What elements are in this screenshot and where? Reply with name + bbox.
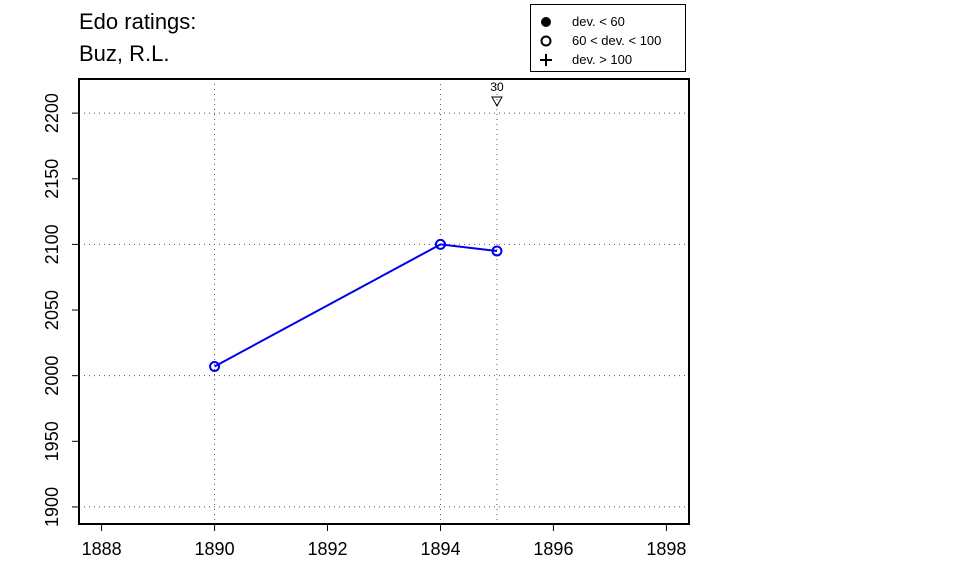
x-tick-label: 1892 xyxy=(307,539,347,559)
y-tick-label: 2000 xyxy=(42,356,62,396)
y-tick-label: 1950 xyxy=(42,421,62,461)
legend-item-dev-gt-100: dev. > 100 xyxy=(531,51,685,69)
series xyxy=(209,238,503,372)
x-axis: 1888 1890 1892 1894 1896 1898 xyxy=(82,524,686,559)
open-circle-icon xyxy=(540,35,552,47)
annotations: 30 xyxy=(490,80,504,108)
data-point xyxy=(491,245,503,257)
legend-item-dev-lt-60: dev. < 60 xyxy=(531,13,685,31)
x-tick-label: 1890 xyxy=(195,539,235,559)
y-tick-label: 2100 xyxy=(42,224,62,264)
x-tick-label: 1898 xyxy=(646,539,686,559)
legend: dev. < 60 60 < dev. < 100 dev. > 100 xyxy=(530,4,686,72)
y-tick-label: 1900 xyxy=(42,487,62,527)
series-line xyxy=(214,243,498,368)
y-tick-label: 2050 xyxy=(42,290,62,330)
y-tick-label: 2150 xyxy=(42,159,62,199)
plus-icon xyxy=(540,54,552,66)
x-tick-label: 1888 xyxy=(82,539,122,559)
x-tick-label: 1896 xyxy=(533,539,573,559)
legend-label: 60 < dev. < 100 xyxy=(572,33,662,48)
x-tick-label: 1894 xyxy=(420,539,460,559)
grid xyxy=(79,79,689,524)
filled-circle-icon xyxy=(541,17,551,27)
y-tick-label: 2200 xyxy=(42,93,62,133)
plot-frame xyxy=(78,78,690,525)
data-point xyxy=(434,238,446,250)
legend-item-dev-60-100: 60 < dev. < 100 xyxy=(531,32,685,50)
chart-title-line-1: Edo ratings: xyxy=(79,9,197,34)
y-axis: 1900 1950 2000 2050 2100 2150 2200 xyxy=(42,93,79,527)
data-point xyxy=(209,360,221,372)
legend-label: dev. > 100 xyxy=(572,52,633,67)
chart-title-line-2: Buz, R.L. xyxy=(79,41,170,66)
down-triangle-icon xyxy=(491,96,503,108)
annotation-label: 30 xyxy=(490,80,504,94)
legend-label: dev. < 60 xyxy=(572,14,625,29)
